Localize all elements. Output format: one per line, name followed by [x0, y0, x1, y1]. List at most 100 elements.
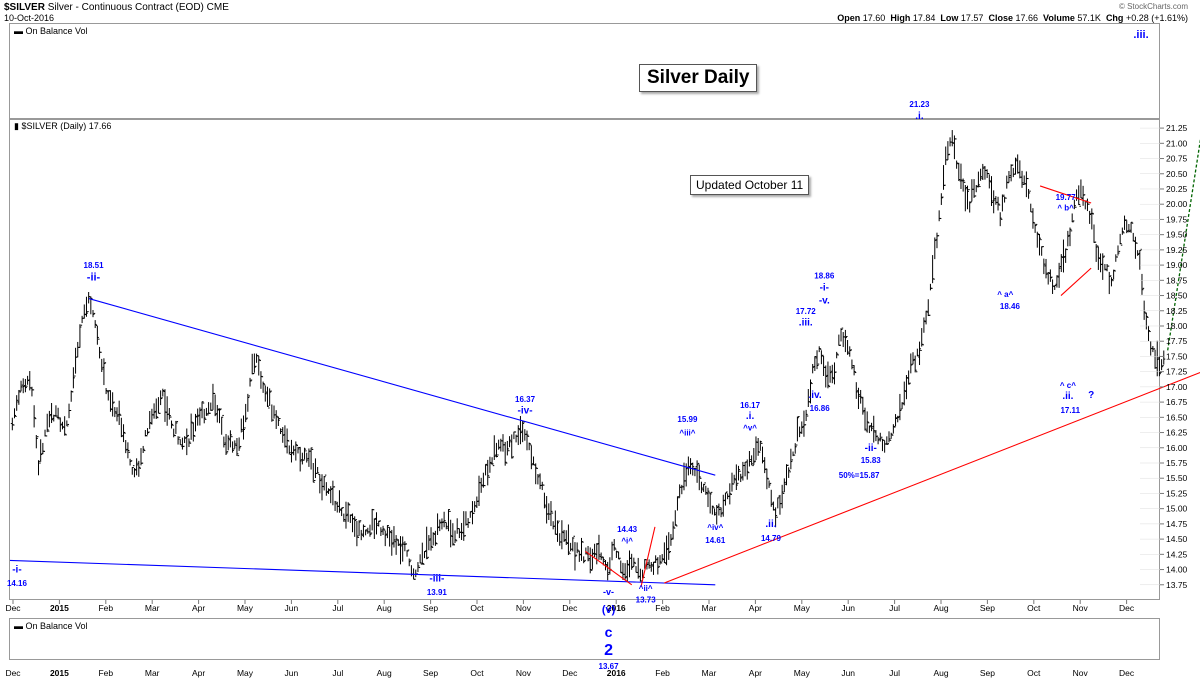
volume-value: 57.1K	[1077, 13, 1101, 23]
chart-date: 10-Oct-2016	[4, 13, 55, 23]
volume-label: Volume	[1043, 13, 1075, 23]
y-tick-label: 19.25	[1166, 245, 1188, 255]
x-tick-label: Jun	[841, 603, 855, 613]
ohlc-bars	[10, 130, 1166, 583]
x-tick-label: Jul	[332, 603, 343, 613]
y-tick-label: 16.75	[1166, 397, 1188, 407]
y-tick-label: 15.75	[1166, 458, 1188, 468]
wave-label: 15.99	[677, 415, 698, 424]
wave-label: 14.16	[7, 579, 28, 588]
wave-label-low: (v)	[602, 604, 616, 616]
x-tick-label-bottom: Mar	[702, 668, 717, 678]
wave-label: -i-	[12, 565, 21, 576]
wave-label: .iv.	[808, 390, 821, 401]
x-tick-label-bottom: Dec	[562, 668, 578, 678]
x-tick-label: 2015	[50, 603, 69, 613]
y-tick-label: 17.25	[1166, 367, 1188, 377]
wave-label: 16.37	[515, 395, 536, 404]
low-label: Low	[940, 13, 959, 23]
y-tick-label: 17.75	[1166, 336, 1188, 346]
x-tick-label-bottom: Oct	[1027, 668, 1041, 678]
x-tick-label-bottom: Aug	[933, 668, 948, 678]
wave-label: 50%=15.87	[839, 471, 880, 480]
wave-label: ^i^	[621, 536, 633, 545]
price-legend: ▮ $SILVER (Daily) 17.66	[14, 121, 112, 131]
x-tick-label: Nov	[516, 603, 532, 613]
x-tick-label: Sep	[980, 603, 995, 613]
low-value: 17.57	[960, 13, 984, 23]
wave-label-low: c	[605, 624, 613, 640]
x-tick-label-bottom: Feb	[98, 668, 113, 678]
wave-label: 18.86	[814, 271, 835, 280]
updated-note: Updated October 11	[690, 175, 810, 195]
price-legend-text: $SILVER (Daily) 17.66	[21, 121, 112, 131]
trendline	[585, 550, 633, 586]
x-tick-label: Dec	[1119, 603, 1135, 613]
open-label: Open	[837, 13, 861, 23]
wave-label: .ii.	[765, 519, 776, 530]
y-tick-label: 19.75	[1166, 214, 1188, 224]
x-tick-label: Apr	[749, 603, 762, 613]
trendline	[1060, 267, 1092, 296]
wave-label: 14.43	[617, 525, 638, 534]
symbol: $SILVER	[4, 2, 45, 13]
obv-bottom-text: On Balance Vol	[25, 621, 88, 631]
y-tick-label: 19.00	[1166, 260, 1188, 270]
y-tick-label: 14.25	[1166, 549, 1188, 559]
wave-label: .iii.	[799, 317, 813, 328]
y-tick-label: 15.50	[1166, 473, 1188, 483]
symbol-description: Silver - Continuous Contract (EOD) CME	[47, 2, 229, 13]
wave-labels: -i-14.1618.51-ii--iii-13.9116.37-iv-14.4…	[7, 29, 1149, 671]
x-tick-label: Jul	[889, 603, 900, 613]
wave-label: -i-	[820, 283, 829, 294]
wave-label: 13.73	[636, 595, 657, 604]
wave-label: 13.91	[427, 588, 448, 597]
y-tick-label: 20.75	[1166, 154, 1188, 164]
x-tick-label: May	[794, 603, 811, 613]
wave-label: ^ c^	[1060, 381, 1076, 390]
wave-label: 16.17	[740, 401, 761, 410]
y-tick-label: 13.75	[1166, 580, 1188, 590]
wave-label: -iv-	[518, 406, 533, 417]
wave-label: 17.11	[1060, 406, 1080, 415]
trendline	[1039, 185, 1092, 204]
open-value: 17.60	[862, 13, 886, 23]
trendlines	[9, 138, 1200, 587]
watermark: © StockCharts.com	[1118, 2, 1188, 11]
y-tick-label: 15.00	[1166, 504, 1188, 514]
y-tick-label: 18.25	[1166, 306, 1188, 316]
x-tick-label-bottom: Jul	[889, 668, 900, 678]
x-tick-label-bottom: Apr	[192, 668, 205, 678]
wave-label: .i.	[915, 111, 924, 122]
wave-label: 14.61	[705, 536, 726, 545]
x-tick-label: Feb	[655, 603, 670, 613]
obv-bottom-panel: ▬ On Balance Vol	[9, 618, 1160, 660]
wave-label: ?	[1088, 390, 1094, 401]
wave-label: ^ii^	[639, 584, 653, 593]
wave-label: ^ b^	[1057, 203, 1074, 212]
x-tick-label-bottom: Feb	[655, 668, 670, 678]
x-tick-label: Mar	[145, 603, 160, 613]
wave-label: .ii.	[1062, 391, 1073, 402]
wave-label: -v.	[819, 295, 830, 306]
obv-top-text: On Balance Vol	[25, 26, 88, 36]
y-tick-label: 18.00	[1166, 321, 1188, 331]
y-tick-label: 20.00	[1166, 199, 1188, 209]
y-tick-label: 20.25	[1166, 184, 1188, 194]
x-tick-label-bottom: 2016	[607, 668, 626, 678]
wave-label: ^iv^	[707, 523, 723, 532]
x-tick-label-bottom: Nov	[1073, 668, 1089, 678]
y-tick-label: 14.75	[1166, 519, 1188, 529]
x-tick-label: 2016	[607, 603, 626, 613]
wave-label: 18.51	[84, 261, 105, 270]
wave-label: 19.77	[1056, 193, 1077, 202]
obv-bottom-label: ▬ On Balance Vol	[14, 621, 88, 631]
x-tick-label: Jun	[285, 603, 299, 613]
ohlc-readout: Open 17.60 High 17.84 Low 17.57 Close 17…	[837, 13, 1188, 23]
y-tick-label: 17.50	[1166, 351, 1188, 361]
y-tick-label: 15.25	[1166, 488, 1188, 498]
wave-label-low: 2	[604, 642, 613, 659]
y-tick-label: 21.00	[1166, 138, 1188, 148]
